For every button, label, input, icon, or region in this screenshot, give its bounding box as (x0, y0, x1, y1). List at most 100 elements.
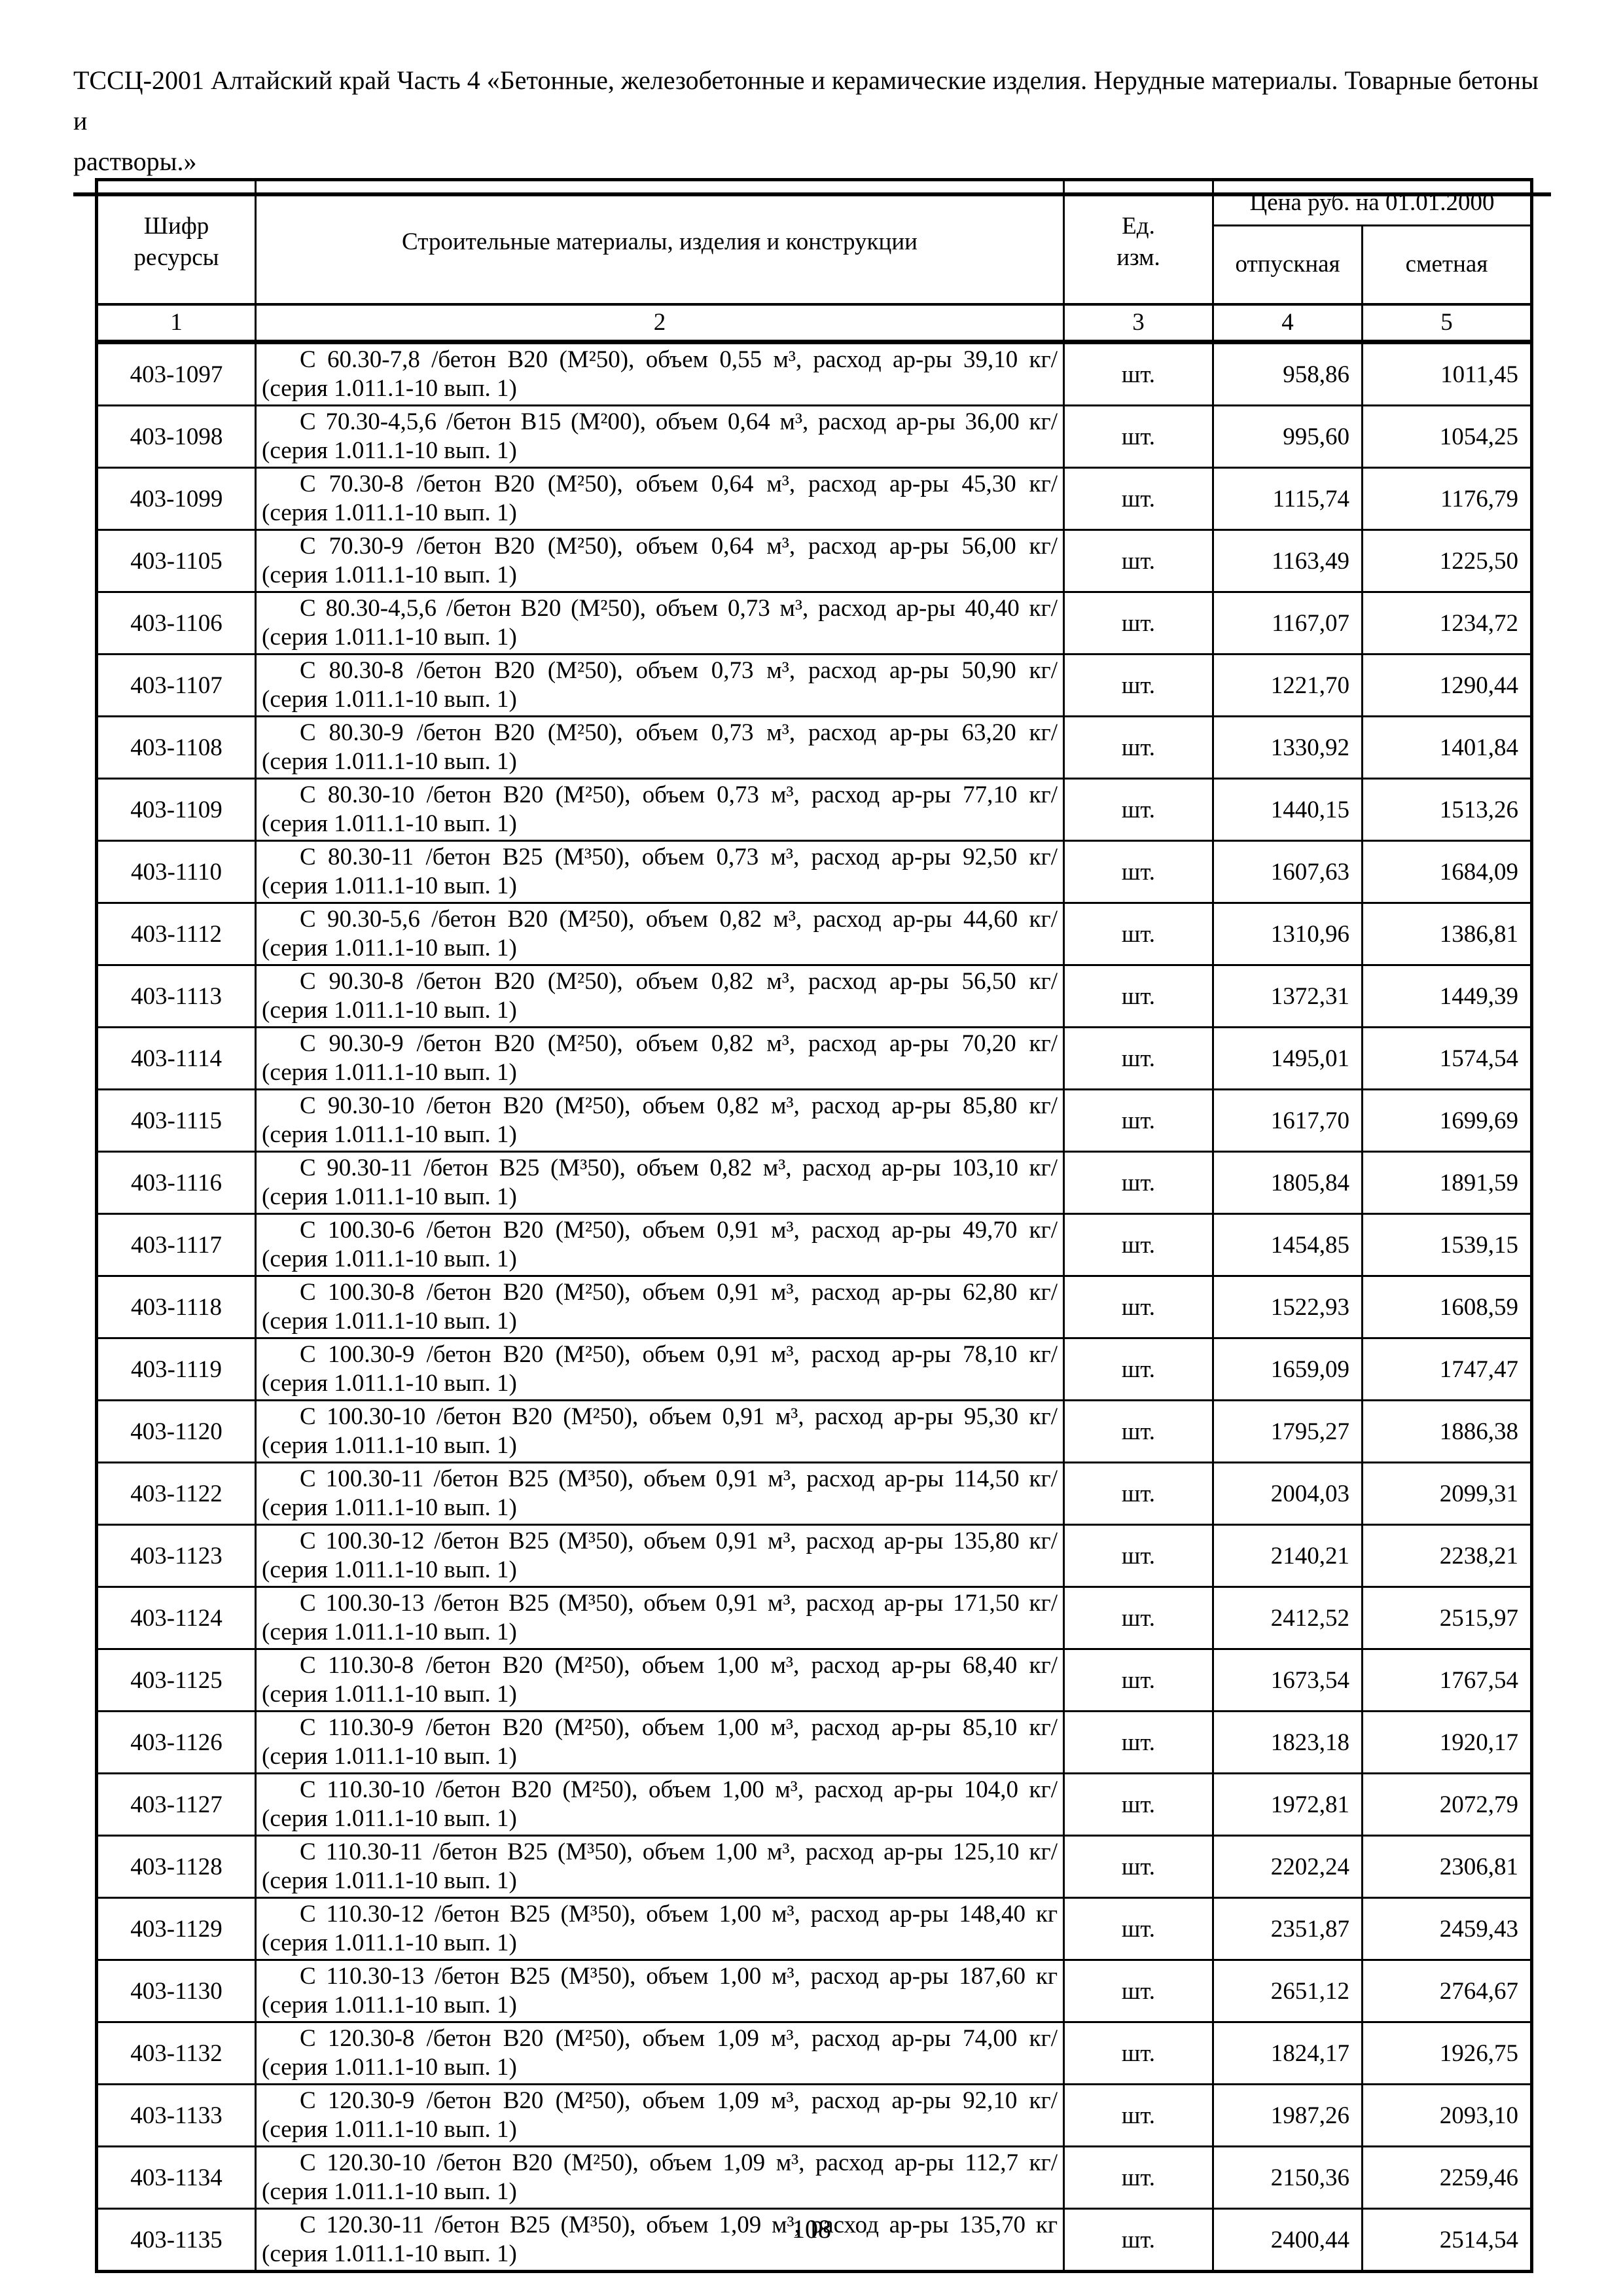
price-estimate: 1386,81 (1361, 902, 1533, 966)
unit-of-measure: шт. (1063, 1710, 1214, 1774)
material-description: С 90.30-5,6 /бетон В20 (М²50), объем 0,8… (255, 902, 1065, 966)
price-estimate: 1401,84 (1361, 715, 1533, 780)
table-row: 403-1117 С 100.30-6 /бетон В20 (М²50), о… (96, 1213, 1533, 1277)
price-estimate: 1290,44 (1361, 653, 1533, 717)
unit-of-measure: шт. (1063, 1088, 1214, 1153)
material-description: С 100.30-11 /бетон В25 (М³50), объем 0,9… (255, 1462, 1065, 1526)
table-row: 403-1106 С 80.30-4,5,6 /бетон В20 (М²50)… (96, 591, 1533, 655)
description-line2: (серия 1.011.1-10 вып. 1) (262, 2178, 517, 2205)
price-estimate: 1684,09 (1361, 840, 1533, 904)
price-release: 2412,52 (1212, 1586, 1363, 1650)
table-header: Шифр ресурсы Строительные материалы, изд… (96, 179, 1533, 344)
price-table: Шифр ресурсы Строительные материалы, изд… (95, 178, 1534, 2273)
unit-of-measure: шт. (1063, 1026, 1214, 1090)
unit-of-measure: шт. (1063, 715, 1214, 780)
unit-of-measure: шт. (1063, 2021, 1214, 2085)
description-line2: (серия 1.011.1-10 вып. 1) (262, 624, 517, 651)
resource-code: 403-1117 (96, 1213, 257, 1277)
unit-of-measure: шт. (1063, 1337, 1214, 1401)
table-row: 403-1122 С 100.30-11 /бетон В25 (М³50), … (96, 1462, 1533, 1526)
description-line2: (серия 1.011.1-10 вып. 1) (262, 686, 517, 713)
table-row: 403-1115 С 90.30-10 /бетон В20 (М²50), о… (96, 1088, 1533, 1153)
table-row: 403-1097 С 60.30-7,8 /бетон В20 (М²50), … (96, 341, 1533, 406)
price-estimate: 1011,45 (1361, 341, 1533, 406)
description-line2: (серия 1.011.1-10 вып. 1) (262, 1556, 517, 1583)
description-line1: С 70.30-4,5,6 /бетон В15 (М²00), объем 0… (300, 408, 1058, 435)
price-release: 1987,26 (1212, 2083, 1363, 2147)
description-line1: С 110.30-9 /бетон В20 (М²50), объем 1,00… (300, 1714, 1058, 1741)
resource-code: 403-1098 (96, 404, 257, 469)
unit-of-measure: шт. (1063, 653, 1214, 717)
price-estimate: 2072,79 (1361, 1772, 1533, 1837)
material-description: С 110.30-9 /бетон В20 (М²50), объем 1,00… (255, 1710, 1065, 1774)
material-description: С 80.30-4,5,6 /бетон В20 (М²50), объем 0… (255, 591, 1065, 655)
resource-code: 403-1112 (96, 902, 257, 966)
resource-code: 403-1123 (96, 1524, 257, 1588)
price-release: 1221,70 (1212, 653, 1363, 717)
price-release: 1454,85 (1212, 1213, 1363, 1277)
description-line1: С 100.30-11 /бетон В25 (М³50), объем 0,9… (300, 1465, 1058, 1492)
unit-of-measure: шт. (1063, 1213, 1214, 1277)
column-header-materials: Строительные материалы, изделия и констр… (255, 179, 1065, 305)
description-line2: (серия 1.011.1-10 вып. 1) (262, 1183, 517, 1210)
description-line1: С 100.30-13 /бетон В25 (М³50), объем 0,9… (300, 1590, 1058, 1617)
material-description: С 120.30-9 /бетон В20 (М²50), объем 1,09… (255, 2083, 1065, 2147)
resource-code: 403-1107 (96, 653, 257, 717)
unit-of-measure: шт. (1063, 2083, 1214, 2147)
material-description: С 60.30-7,8 /бетон В20 (М²50), объем 0,5… (255, 341, 1065, 406)
material-description: С 110.30-10 /бетон В20 (М²50), объем 1,0… (255, 1772, 1065, 1837)
price-estimate: 1054,25 (1361, 404, 1533, 469)
column-number: 3 (1063, 302, 1214, 344)
unit-of-measure: шт. (1063, 1524, 1214, 1588)
price-release: 1163,49 (1212, 529, 1363, 593)
description-line2: (серия 1.011.1-10 вып. 1) (262, 1992, 517, 2018)
description-line2: (серия 1.011.1-10 вып. 1) (262, 562, 517, 588)
resource-code: 403-1109 (96, 778, 257, 842)
price-release: 1823,18 (1212, 1710, 1363, 1774)
column-number: 5 (1361, 302, 1533, 344)
description-line2: (серия 1.011.1-10 вып. 1) (262, 1432, 517, 1459)
material-description: С 110.30-13 /бетон В25 (М³50), объем 1,0… (255, 1959, 1065, 2023)
price-estimate: 1449,39 (1361, 964, 1533, 1028)
material-description: С 80.30-10 /бетон В20 (М²50), объем 0,73… (255, 778, 1065, 842)
description-line1: С 100.30-8 /бетон В20 (М²50), объем 0,91… (300, 1279, 1058, 1306)
unit-of-measure: шт. (1063, 2145, 1214, 2210)
material-description: С 80.30-8 /бетон В20 (М²50), объем 0,73 … (255, 653, 1065, 717)
table-row: 403-1120 С 100.30-10 /бетон В20 (М²50), … (96, 1399, 1533, 1463)
resource-code: 403-1132 (96, 2021, 257, 2085)
document-title-line1: ТССЦ-2001 Алтайский край Часть 4 «Бетонн… (73, 65, 1539, 135)
table-row: 403-1134 С 120.30-10 /бетон В20 (М²50), … (96, 2145, 1533, 2210)
price-estimate: 2238,21 (1361, 1524, 1533, 1588)
unit-of-measure: шт. (1063, 1772, 1214, 1837)
material-description: С 90.30-11 /бетон В25 (М³50), объем 0,82… (255, 1151, 1065, 1215)
description-line2: (серия 1.011.1-10 вып. 1) (262, 935, 517, 961)
column-header-unit: Ед. изм. (1063, 179, 1214, 305)
resource-code: 403-1130 (96, 1959, 257, 2023)
description-line1: С 80.30-11 /бетон В25 (М³50), объем 0,73… (300, 844, 1058, 870)
price-release: 1310,96 (1212, 902, 1363, 966)
description-line1: С 90.30-10 /бетон В20 (М²50), объем 0,82… (300, 1092, 1058, 1119)
description-line2: (серия 1.011.1-10 вып. 1) (262, 1308, 517, 1335)
unit-of-measure: шт. (1063, 1897, 1214, 1961)
unit-of-measure: шт. (1063, 1835, 1214, 1899)
price-release: 1372,31 (1212, 964, 1363, 1028)
price-estimate: 1234,72 (1361, 591, 1533, 655)
price-estimate: 1891,59 (1361, 1151, 1533, 1215)
description-line2: (серия 1.011.1-10 вып. 1) (262, 2116, 517, 2143)
table-row: 403-1133 С 120.30-9 /бетон В20 (М²50), о… (96, 2083, 1533, 2147)
unit-of-measure: шт. (1063, 1275, 1214, 1339)
description-line2: (серия 1.011.1-10 вып. 1) (262, 1121, 517, 1148)
table-row: 403-1125 С 110.30-8 /бетон В20 (М²50), о… (96, 1648, 1533, 1712)
unit-of-measure: шт. (1063, 964, 1214, 1028)
description-line1: С 90.30-8 /бетон В20 (М²50), объем 0,82 … (300, 968, 1058, 995)
table-row: 403-1109 С 80.30-10 /бетон В20 (М²50), о… (96, 778, 1533, 842)
price-estimate: 2459,43 (1361, 1897, 1533, 1961)
description-line2: (серия 1.011.1-10 вып. 1) (262, 872, 517, 899)
material-description: С 100.30-8 /бетон В20 (М²50), объем 0,91… (255, 1275, 1065, 1339)
price-estimate: 1574,54 (1361, 1026, 1533, 1090)
resource-code: 403-1133 (96, 2083, 257, 2147)
table-row: 403-1118 С 100.30-8 /бетон В20 (М²50), о… (96, 1275, 1533, 1339)
resource-code: 403-1128 (96, 1835, 257, 1899)
column-number: 2 (255, 302, 1065, 344)
resource-code: 403-1097 (96, 341, 257, 406)
